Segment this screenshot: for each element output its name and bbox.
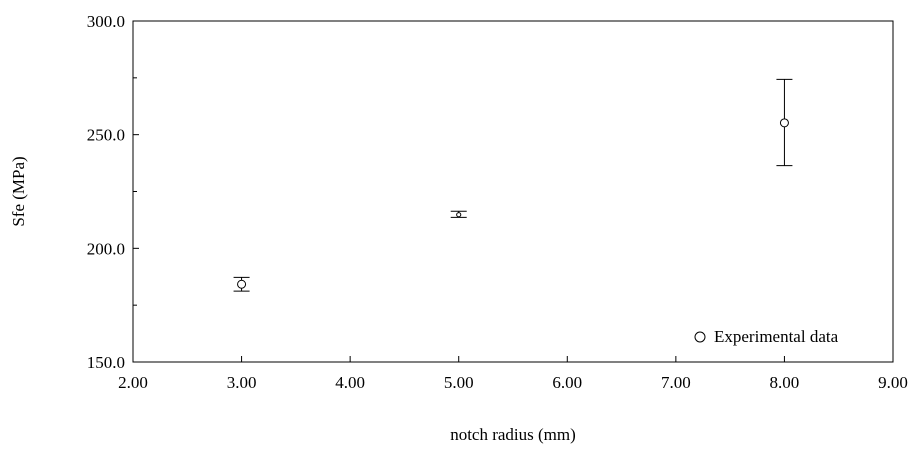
plot-area xyxy=(132,20,894,363)
data-point xyxy=(456,212,462,218)
y-tick-label: 150.0 xyxy=(87,353,125,372)
y-tick-label: 300.0 xyxy=(87,12,125,31)
x-tick-label: 5.00 xyxy=(444,373,474,392)
legend-marker xyxy=(694,331,706,343)
x-tick-label: 9.00 xyxy=(878,373,908,392)
y-tick-label: 200.0 xyxy=(87,239,125,258)
data-point xyxy=(779,118,789,128)
x-tick-label: 3.00 xyxy=(227,373,257,392)
data-series xyxy=(233,78,793,292)
y-axis-label: Sfe (MPa) xyxy=(9,156,28,226)
data-point-group xyxy=(776,78,793,167)
x-axis-label: notch radius (mm) xyxy=(450,425,576,444)
x-tick-label: 8.00 xyxy=(770,373,800,392)
x-tick-label: 2.00 xyxy=(118,373,148,392)
y-tick-label: 250.0 xyxy=(87,126,125,145)
x-tick-label: 6.00 xyxy=(552,373,582,392)
legend: Experimental data xyxy=(694,327,839,346)
x-axis: 2.00 3.00 4.00 5.00 6.00 7.00 8.00 9.00 xyxy=(118,356,908,392)
data-point-group xyxy=(233,276,250,292)
data-point-group xyxy=(450,210,467,218)
legend-label: Experimental data xyxy=(714,327,839,346)
data-point xyxy=(237,279,247,289)
x-tick-label: 4.00 xyxy=(335,373,365,392)
plot-border xyxy=(132,20,894,363)
x-tick-label: 7.00 xyxy=(661,373,691,392)
y-axis: 150.0 200.0 250.0 300.0 xyxy=(87,12,139,372)
